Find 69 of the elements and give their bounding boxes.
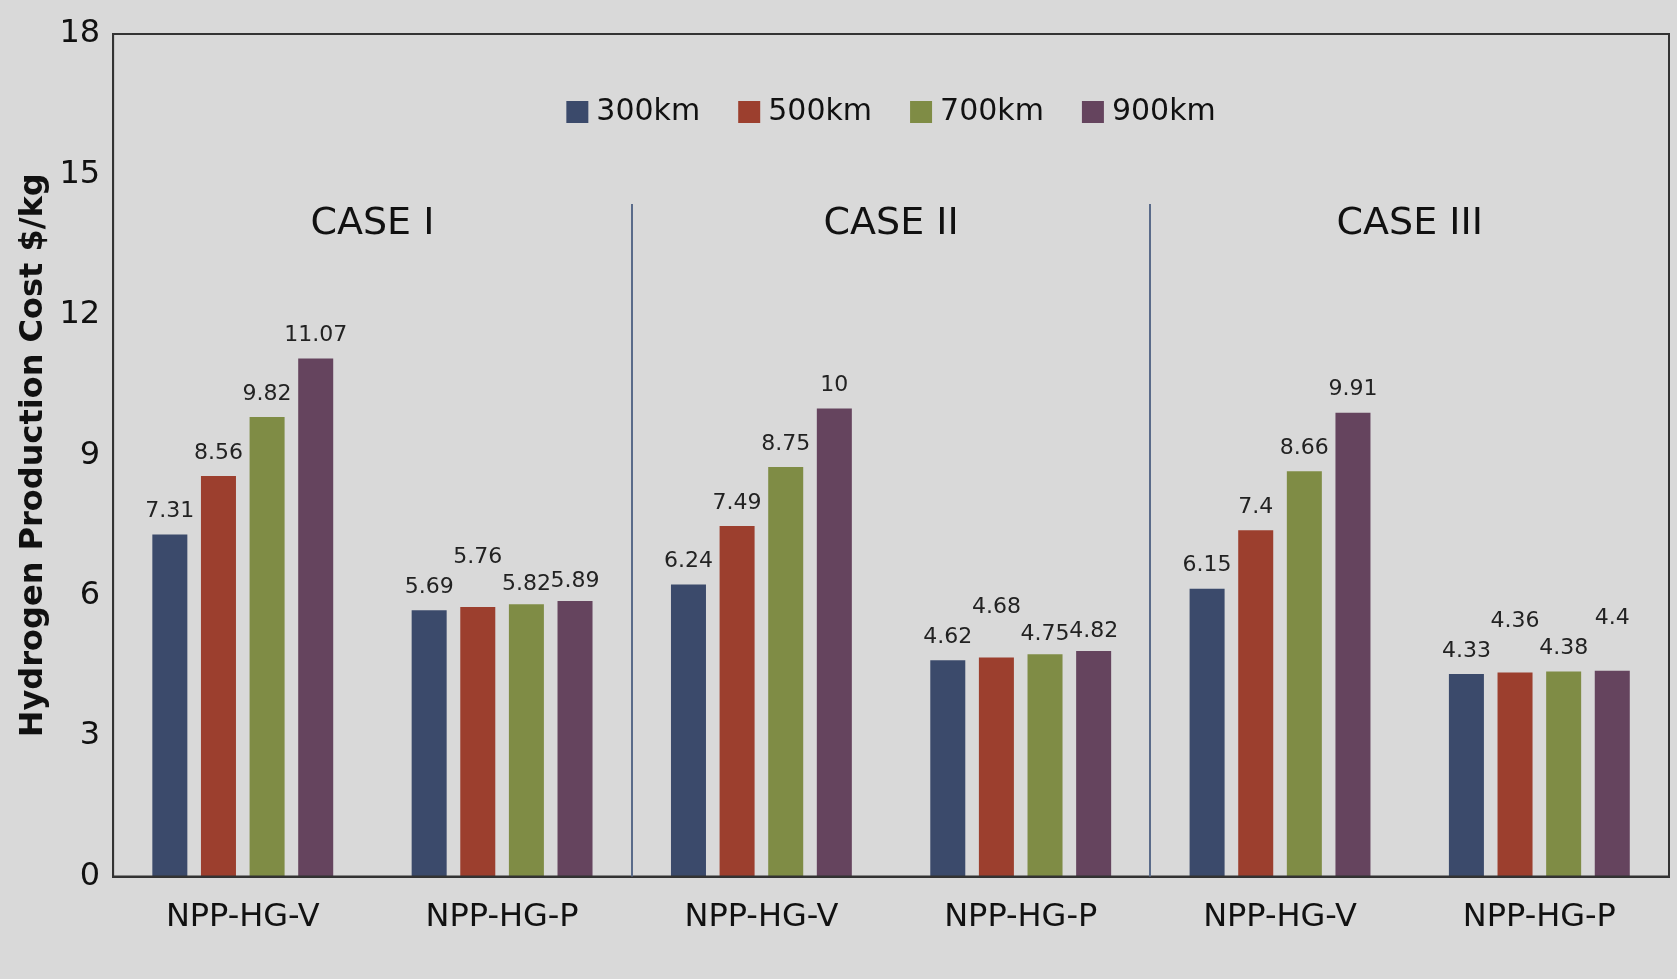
data-label: 9.82 [242, 379, 292, 405]
data-label: 7.4 [1238, 492, 1274, 518]
bar [411, 610, 447, 877]
y-tick-label: 9 [79, 433, 101, 472]
legend-label: 500km [768, 91, 873, 127]
x-tick-label: NPP-HG-V [1203, 896, 1358, 935]
data-label: 5.76 [453, 542, 503, 568]
bar [298, 358, 334, 877]
data-label: 8.56 [193, 438, 243, 464]
bar [460, 606, 496, 877]
data-label: 5.82 [501, 569, 551, 595]
legend-label: 700km [940, 91, 1044, 127]
y-tick-label: 15 [59, 152, 101, 191]
data-label: 4.33 [1441, 636, 1491, 662]
legend-label: 300km [596, 91, 701, 127]
x-tick-label: NPP-HG-V [165, 896, 320, 935]
data-label: 7.49 [712, 488, 762, 514]
annotation: CASE II [823, 198, 959, 243]
data-label: 7.31 [145, 497, 195, 523]
annotation: CASE III [1336, 198, 1483, 243]
bar [1238, 530, 1274, 877]
x-tick-label: NPP-HG-P [944, 896, 1098, 935]
data-label: 6.15 [1182, 551, 1232, 577]
bar [1594, 670, 1630, 877]
bar [557, 600, 593, 877]
data-label: 4.38 [1539, 634, 1589, 660]
data-label: 5.69 [404, 572, 454, 598]
y-tick-label: 3 [79, 714, 101, 753]
bar [930, 660, 966, 877]
bar [200, 475, 236, 877]
data-label: 4.68 [971, 593, 1021, 619]
bar [152, 534, 188, 877]
annotation: CASE I [310, 198, 435, 243]
y-tick-label: 18 [59, 12, 101, 51]
bar [1027, 654, 1063, 877]
bar [1286, 471, 1322, 877]
data-label: 9.91 [1328, 375, 1378, 401]
data-label: 5.89 [550, 566, 600, 592]
y-tick-label: 6 [79, 574, 101, 613]
bar [508, 604, 544, 877]
bar [719, 525, 755, 877]
bar [249, 416, 285, 877]
legend-label: 900km [1111, 91, 1216, 127]
data-label: 8.66 [1279, 433, 1329, 459]
data-label: 4.82 [1069, 616, 1119, 642]
bar [1335, 412, 1371, 877]
x-tick-label: NPP-HG-P [425, 896, 579, 935]
data-label: 10 [820, 371, 849, 397]
data-label: 8.75 [761, 429, 811, 455]
bar [1448, 673, 1484, 877]
data-label: 4.62 [923, 623, 973, 649]
data-label: 11.07 [284, 321, 348, 347]
bar [816, 408, 852, 877]
bar [978, 657, 1014, 877]
bar [1189, 588, 1225, 877]
bar [670, 584, 706, 877]
y-axis-title: Hydrogen Production Cost $/kg [11, 173, 50, 738]
bar [1497, 672, 1533, 877]
bar [768, 467, 804, 877]
x-tick-label: NPP-HG-V [684, 896, 839, 935]
x-tick-label: NPP-HG-P [1462, 896, 1616, 935]
y-tick-label: 0 [79, 854, 101, 893]
data-label: 4.36 [1490, 606, 1540, 632]
bar [1076, 650, 1112, 877]
data-label: 6.24 [663, 547, 713, 573]
data-label: 4.75 [1020, 620, 1070, 646]
data-label: 4.4 [1594, 604, 1630, 630]
y-tick-label: 12 [59, 293, 101, 332]
bar [1546, 671, 1582, 877]
